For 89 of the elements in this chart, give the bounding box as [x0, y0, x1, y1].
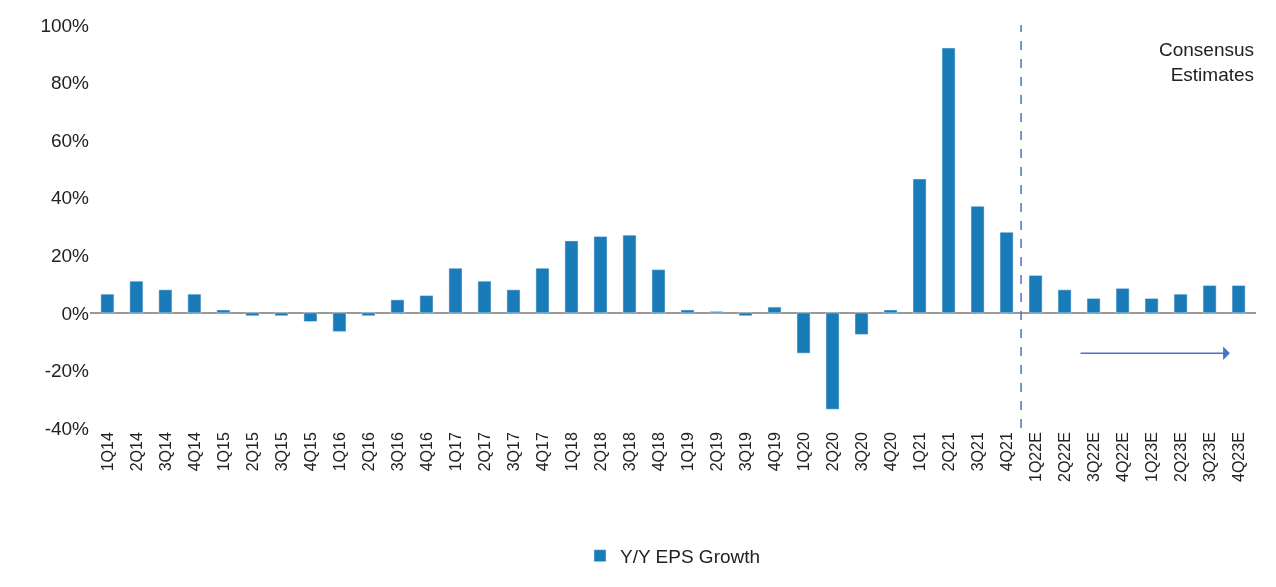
x-tick-label: 3Q16 — [388, 432, 406, 472]
x-tick-label: 1Q23E — [1142, 432, 1160, 483]
x-tick-label: 2Q14 — [127, 432, 145, 472]
y-tick-label: 0% — [61, 302, 90, 324]
x-tick-label: 2Q19 — [707, 432, 725, 472]
x-tick-label: 4Q23E — [1229, 432, 1247, 483]
x-tick-label: 3Q20 — [852, 432, 870, 472]
x-tick-label: 4Q16 — [417, 432, 435, 472]
x-tick-label: 3Q14 — [156, 432, 174, 472]
bar — [796, 312, 811, 354]
x-tick-label: 4Q21 — [997, 432, 1015, 472]
y-tick-label: -20% — [44, 360, 90, 382]
bar — [1173, 293, 1188, 314]
x-tick-label: 3Q21 — [968, 432, 986, 472]
y-tick-label: 80% — [50, 72, 90, 94]
bar — [1144, 298, 1159, 314]
bar — [303, 312, 318, 322]
bar — [1028, 275, 1043, 314]
x-tick-label: 4Q15 — [301, 432, 319, 472]
x-tick-label: 4Q22E — [1113, 432, 1131, 483]
bar — [1115, 288, 1130, 314]
bar — [129, 280, 144, 314]
x-tick-label: 2Q16 — [359, 432, 377, 472]
bar — [651, 269, 666, 314]
x-tick-label: 2Q17 — [475, 432, 493, 472]
x-tick-label: 1Q22E — [1026, 432, 1044, 483]
y-tick-label: 100% — [40, 14, 90, 36]
x-tick-label: 4Q14 — [185, 432, 203, 472]
bar — [419, 295, 434, 314]
x-tick-label: 2Q22E — [1055, 432, 1073, 483]
bar — [1231, 285, 1246, 314]
x-tick-label: 4Q17 — [533, 432, 551, 472]
bar — [738, 312, 753, 316]
x-tick-label: 2Q20 — [823, 432, 841, 472]
bar — [216, 309, 231, 314]
x-tick-label: 4Q18 — [649, 432, 667, 472]
x-tick-label: 1Q17 — [446, 432, 464, 472]
y-tick-label: 60% — [50, 129, 90, 151]
bar — [187, 293, 202, 314]
bar — [390, 299, 405, 314]
x-tick-label: 1Q15 — [214, 432, 232, 472]
bar — [593, 236, 608, 314]
x-tick-label: 1Q16 — [330, 432, 348, 472]
x-tick-label: 3Q22E — [1084, 432, 1102, 483]
x-tick-label: 2Q21 — [939, 432, 957, 472]
x-tick-label: 3Q19 — [736, 432, 754, 472]
y-tick-label: 40% — [50, 187, 90, 209]
x-tick-label: 1Q14 — [98, 432, 116, 472]
bar — [158, 289, 173, 314]
x-tick-label: 3Q18 — [620, 432, 638, 472]
bar — [854, 312, 869, 335]
bar — [274, 312, 289, 316]
x-tick-label: 1Q21 — [910, 432, 928, 472]
bar — [767, 306, 782, 314]
x-tick-label: 2Q15 — [243, 432, 261, 472]
x-tick-label: 3Q17 — [504, 432, 522, 472]
bar — [245, 312, 260, 316]
bar — [477, 280, 492, 314]
x-tick-label: 1Q20 — [794, 432, 812, 472]
bar — [912, 178, 927, 314]
bar — [1057, 289, 1072, 314]
y-tick-label: -40% — [44, 417, 90, 439]
x-tick-label: 3Q15 — [272, 432, 290, 472]
bar — [332, 312, 347, 332]
bar — [564, 240, 579, 314]
x-tick-label: 4Q19 — [765, 432, 783, 472]
bar — [883, 309, 898, 314]
bar — [361, 312, 376, 316]
bar — [535, 267, 550, 314]
x-tick-label: 1Q18 — [562, 432, 580, 472]
legend-label: Y/Y EPS Growth — [620, 546, 761, 568]
bar — [448, 267, 463, 314]
x-tick-label: 2Q23E — [1171, 432, 1189, 483]
annotation: Consensus Estimates — [1159, 39, 1255, 85]
bar — [941, 47, 956, 314]
x-tick-label: 4Q20 — [881, 432, 899, 472]
bar — [1086, 298, 1101, 314]
y-tick-label: 20% — [50, 244, 90, 266]
bar — [1202, 285, 1217, 314]
bar — [825, 312, 840, 410]
bar — [100, 293, 115, 314]
bar — [970, 206, 985, 314]
bar — [506, 289, 521, 314]
bar — [999, 232, 1014, 314]
bar — [680, 309, 695, 314]
x-tick-label: 1Q19 — [678, 432, 696, 472]
x-tick-label: 3Q23E — [1200, 432, 1218, 483]
x-tick-label: 2Q18 — [591, 432, 609, 472]
bar — [622, 234, 637, 314]
